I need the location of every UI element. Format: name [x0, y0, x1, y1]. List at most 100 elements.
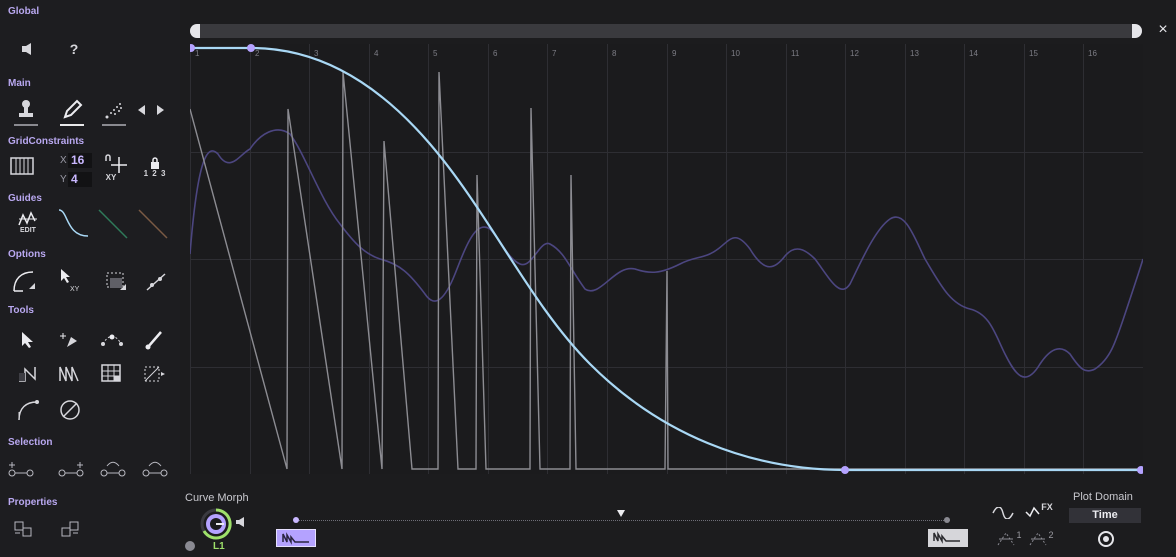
selection-loop-right-icon[interactable]	[140, 455, 170, 483]
morph-speaker-icon[interactable]	[232, 510, 252, 534]
section-title-guides: Guides	[8, 193, 42, 204]
curve-points-tool-icon[interactable]	[98, 326, 126, 354]
grid-y-field[interactable]: Y 4	[60, 172, 92, 187]
guides-edit-button[interactable]: EDIT	[14, 208, 42, 236]
grid-y-value[interactable]: 4	[68, 172, 92, 187]
selection-loop-left-icon[interactable]	[98, 455, 128, 483]
add-point-pen-icon[interactable]	[56, 326, 84, 354]
chevron-right-icon[interactable]	[152, 96, 168, 124]
lfo-source-icon[interactable]	[185, 541, 195, 551]
bar-number-label: 13	[910, 49, 919, 58]
plot-domain-label: Plot Domain	[1073, 491, 1133, 503]
left-sidebar: Global ? Main GridConstraints X 16 Y 4 X…	[0, 0, 180, 557]
speaker-icon[interactable]	[14, 35, 42, 63]
section-title-properties: Properties	[8, 497, 58, 508]
scrollbar-right-handle[interactable]	[1132, 24, 1142, 38]
curve-morph-knob[interactable]	[200, 508, 232, 540]
grid-x-label: X	[60, 155, 67, 166]
plot-domain-radio[interactable]	[1098, 531, 1114, 547]
snap-numbers-label: 1 2 3	[143, 168, 167, 178]
playhead-marker-icon[interactable]	[616, 506, 626, 517]
morph-lane[interactable]	[295, 520, 950, 521]
arrow-select-tool-icon[interactable]	[14, 326, 42, 354]
bar-number-label: 6	[493, 49, 498, 58]
bar-number-label: 11	[791, 49, 800, 58]
disable-curve-tool-icon[interactable]	[56, 396, 84, 424]
curve-plot-area[interactable]: 1 2 3 4 5 6 7 8 9 10 11 12 13 14 15 16	[190, 44, 1143, 474]
curve-node[interactable]	[1137, 466, 1143, 474]
lock-snap-button[interactable]: 1 2 3	[138, 150, 172, 184]
curve-option-icon[interactable]	[8, 266, 40, 298]
bar-number-label: 3	[314, 49, 319, 58]
morph-lane-end-node[interactable]	[944, 517, 950, 523]
morph-thumb-left[interactable]	[276, 529, 316, 547]
lfo-label: L1	[213, 541, 225, 552]
curve-node[interactable]	[247, 44, 255, 52]
grid-toggle-icon[interactable]	[8, 152, 36, 180]
timeline-scrollbar[interactable]	[190, 24, 1142, 38]
plot-domain-select[interactable]: Time	[1069, 508, 1141, 523]
guide-sigmoid-icon[interactable]	[56, 206, 90, 242]
grid-y-label: Y	[60, 174, 67, 185]
section-title-selection: Selection	[8, 437, 53, 448]
morph-lane-start-node[interactable]	[293, 517, 299, 523]
guide-linear-orange-icon[interactable]	[136, 206, 170, 242]
main-curve[interactable]	[190, 46, 1143, 472]
selection-add-right-icon[interactable]	[56, 455, 86, 483]
snap-xy-label: XY	[105, 172, 117, 182]
bar-number-label: 9	[672, 49, 677, 58]
section-title-grid-constraints: GridConstraints	[8, 136, 85, 147]
lock-icon	[151, 156, 159, 169]
cursor-xy-label: XY	[70, 286, 80, 293]
bar-number-label: 5	[433, 49, 438, 58]
spike-waveform	[190, 71, 1143, 470]
bar-number-label: 4	[374, 49, 379, 58]
plot-grid	[190, 44, 1143, 474]
chevron-left-icon[interactable]	[134, 96, 150, 124]
snap-xy-button[interactable]: XY	[100, 150, 132, 184]
close-button[interactable]: ×	[1158, 21, 1168, 38]
spray-tool-icon[interactable]	[100, 96, 128, 126]
bar-number-label: 15	[1029, 49, 1038, 58]
curve-plot-svg[interactable]: 1 2 3 4 5 6 7 8 9 10 11 12 13 14 15 16	[190, 44, 1143, 474]
morph-thumb-right[interactable]	[928, 529, 968, 547]
transform-box-tool-icon[interactable]	[140, 360, 168, 388]
link-option-icon[interactable]	[140, 266, 172, 298]
grid-fill-tool-icon[interactable]	[98, 360, 126, 388]
property-align-left-icon[interactable]	[10, 515, 38, 543]
grid-x-field[interactable]: X 16	[60, 153, 92, 168]
help-button[interactable]: ?	[69, 41, 79, 57]
bar-number-label: 16	[1088, 49, 1097, 58]
selection-add-node-icon[interactable]	[6, 455, 36, 483]
stamp-tool-icon[interactable]	[12, 96, 40, 126]
bar-number-label: 8	[612, 49, 617, 58]
sine-wave-icon[interactable]	[990, 502, 1016, 524]
brush-tool-icon[interactable]	[140, 326, 168, 354]
fx-slot-2[interactable]: 2	[1026, 528, 1056, 550]
bar-number-label: 7	[552, 49, 557, 58]
curve-node[interactable]	[841, 466, 849, 474]
scrollbar-left-handle[interactable]	[190, 24, 200, 38]
bezier-handle-tool-icon[interactable]	[14, 396, 42, 424]
fx-slot-1[interactable]: 1	[994, 528, 1024, 550]
curve-node[interactable]	[190, 44, 195, 52]
step-shape-tool-icon[interactable]	[14, 360, 42, 388]
fx-label: FX	[1041, 502, 1053, 512]
property-align-right-icon[interactable]	[56, 515, 84, 543]
fill-option-icon[interactable]	[100, 266, 132, 298]
curve-morph-label: Curve Morph	[185, 492, 249, 504]
section-title-main: Main	[8, 78, 31, 89]
guides-edit-label: EDIT	[20, 226, 36, 234]
fx-slot-1-label: 1	[1016, 530, 1022, 540]
bar-number-label: 12	[850, 49, 859, 58]
pencil-tool-icon[interactable]	[58, 96, 86, 126]
bar-number-labels: 1 2 3 4 5 6 7 8 9 10 11 12 13 14 15 16	[195, 49, 1097, 58]
bar-number-label: 10	[731, 49, 740, 58]
fx-slot-2-label: 2	[1048, 530, 1054, 540]
guide-linear-green-icon[interactable]	[96, 206, 130, 242]
pulse-shape-tool-icon[interactable]	[56, 360, 84, 388]
section-title-global: Global	[8, 6, 40, 17]
grid-x-value[interactable]: 16	[68, 153, 92, 168]
fx-button[interactable]: FX	[1022, 500, 1056, 524]
cursor-xy-option-button[interactable]: XY	[56, 266, 88, 298]
